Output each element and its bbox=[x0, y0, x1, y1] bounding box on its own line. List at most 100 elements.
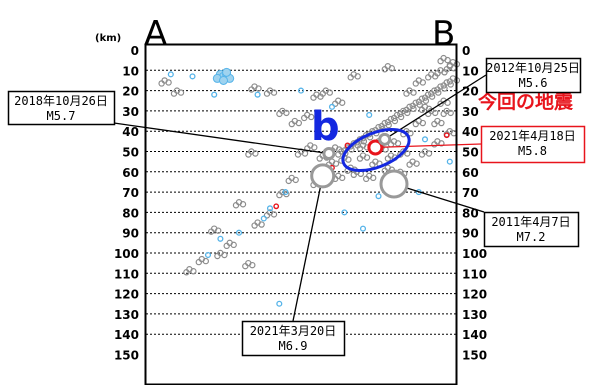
background-event-37-b bbox=[419, 119, 426, 127]
background-event-76-b bbox=[308, 113, 315, 121]
background-event-49-c bbox=[384, 155, 392, 162]
background-event-41-b bbox=[419, 79, 426, 86]
major-event-3 bbox=[379, 169, 409, 199]
recent-event-16 bbox=[204, 251, 212, 259]
background-event-60-b bbox=[258, 221, 265, 228]
recent-event-14 bbox=[260, 215, 267, 222]
recent-event-19 bbox=[235, 229, 243, 236]
background-event-32-c bbox=[350, 171, 357, 178]
red-event-3 bbox=[443, 132, 450, 139]
left-tick-10: 10 bbox=[122, 64, 139, 78]
right-tick-140: 140 bbox=[462, 328, 487, 342]
annotation-date-0: 2012年10月25日 bbox=[486, 61, 580, 75]
background-event-77-c bbox=[347, 74, 354, 81]
background-event-81-c bbox=[242, 262, 249, 270]
background-event-47-b bbox=[447, 109, 454, 117]
background-event-23-c bbox=[406, 161, 413, 168]
background-event-46-b bbox=[438, 119, 445, 127]
background-event-8-b bbox=[391, 117, 399, 125]
background-event-57-c bbox=[285, 177, 292, 185]
annotation-box-3 bbox=[483, 211, 580, 248]
right-tick-20: 20 bbox=[462, 85, 479, 99]
background-event-12-c bbox=[409, 102, 416, 109]
background-event-69-b bbox=[255, 85, 262, 92]
background-event-56-c bbox=[294, 151, 302, 158]
background-event-17-b bbox=[447, 81, 454, 88]
left-tick-50: 50 bbox=[122, 146, 139, 160]
background-event-16-c bbox=[434, 86, 441, 93]
background-event-51-c bbox=[356, 145, 364, 152]
background-event-33-c bbox=[363, 175, 370, 183]
background-event-61-c bbox=[232, 202, 240, 209]
left-tick-140: 140 bbox=[114, 328, 139, 342]
annotation-mag-2: M5.8 bbox=[518, 144, 547, 158]
background-event-74-c bbox=[288, 120, 295, 128]
background-event-65-b bbox=[202, 257, 209, 265]
major-event-2 bbox=[322, 147, 336, 161]
background-event-19-c bbox=[356, 155, 364, 162]
background-event-40-b bbox=[410, 89, 417, 96]
right-tick-110: 110 bbox=[462, 267, 487, 281]
annotation-mag-3: M7.2 bbox=[517, 230, 546, 244]
annotation-box-1 bbox=[7, 90, 116, 126]
background-event-75-b bbox=[283, 109, 290, 117]
background-event-43-c bbox=[434, 70, 441, 77]
background-event-74-b bbox=[295, 119, 302, 127]
right-tick-80: 80 bbox=[462, 206, 479, 220]
background-event-60-c bbox=[251, 222, 258, 229]
section-end-a: A bbox=[144, 14, 167, 54]
background-event-64-b bbox=[190, 268, 197, 275]
annotation-box-4 bbox=[241, 320, 346, 357]
right-tick-50: 50 bbox=[462, 146, 479, 160]
background-event-67-b bbox=[165, 79, 172, 86]
background-event-64-c bbox=[183, 269, 190, 276]
background-event-40-c bbox=[403, 90, 410, 97]
background-event-66-b bbox=[214, 227, 222, 234]
background-event-77-b bbox=[354, 73, 361, 80]
right-tick-10: 10 bbox=[462, 64, 479, 78]
right-tick-70: 70 bbox=[462, 186, 479, 200]
background-event-39-c bbox=[437, 100, 444, 107]
annotation-box-0 bbox=[485, 57, 582, 94]
background-event-67-c bbox=[158, 80, 165, 87]
background-event-45-c bbox=[418, 106, 426, 114]
recent-event-7 bbox=[421, 136, 429, 143]
right-tick-120: 120 bbox=[462, 288, 487, 302]
annotation-box-2 bbox=[480, 125, 586, 164]
background-event-9-c bbox=[390, 114, 398, 122]
right-tick-150: 150 bbox=[462, 349, 487, 363]
major-event-current bbox=[367, 139, 384, 156]
recent-event-11 bbox=[341, 209, 348, 216]
right-tick-130: 130 bbox=[462, 308, 487, 322]
major-event-4 bbox=[310, 163, 336, 189]
background-event-9-b bbox=[397, 113, 405, 121]
left-tick-120: 120 bbox=[114, 288, 139, 302]
left-tick-60: 60 bbox=[122, 166, 139, 180]
region-b-label: b bbox=[311, 104, 340, 150]
background-event-41-c bbox=[412, 80, 419, 87]
left-tick-20: 20 bbox=[122, 85, 139, 99]
left-tick-110: 110 bbox=[114, 267, 139, 281]
background-event-7-c bbox=[378, 122, 385, 130]
right-depth-ticks: 0 10 20 30 40 50 60 70 80 90 100 110 120 130 140 150 bbox=[462, 44, 487, 363]
background-event-66-c bbox=[207, 228, 215, 235]
background-event-76-c bbox=[301, 114, 308, 122]
recent-event-3 bbox=[254, 91, 261, 98]
background-event-52-b bbox=[345, 156, 352, 163]
background-event-75-c bbox=[276, 110, 283, 118]
leader-3 bbox=[393, 183, 485, 213]
left-tick-150: 150 bbox=[114, 349, 139, 363]
recent-event-6 bbox=[366, 111, 373, 119]
background-event-73-c bbox=[332, 100, 339, 107]
recent-event-15 bbox=[217, 235, 224, 242]
shallow-cluster-event-5 bbox=[219, 75, 228, 85]
leader-0 bbox=[384, 74, 487, 140]
background-event-20-c bbox=[369, 161, 376, 168]
right-tick-60: 60 bbox=[462, 166, 479, 180]
background-event-63-c bbox=[214, 252, 221, 260]
background-event-24-b bbox=[425, 150, 433, 157]
annotation-mag-4: M6.9 bbox=[279, 339, 308, 353]
left-tick-130: 130 bbox=[114, 308, 139, 322]
background-event-37-c bbox=[412, 120, 419, 128]
